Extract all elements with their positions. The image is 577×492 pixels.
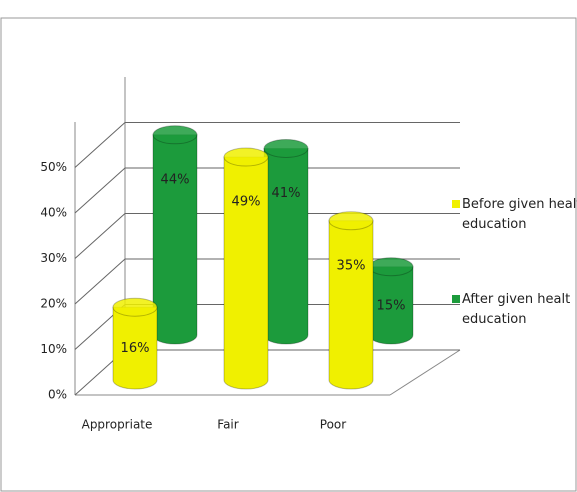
x-tick-label: Poor [320, 418, 346, 432]
cylinder-top [112, 297, 158, 317]
cylinder-top [368, 257, 414, 277]
legend-label: After given healt education [462, 292, 571, 327]
y-tick-label: 0% [48, 388, 67, 402]
value-label: 41% [272, 186, 301, 201]
floor [389, 349, 461, 396]
cylinder [112, 306, 158, 390]
legend-swatch [452, 200, 460, 208]
cylinder-top [263, 138, 309, 158]
legend-entry: Before given healt education [452, 195, 577, 235]
value-label: 44% [161, 172, 190, 187]
value-label: 15% [377, 298, 406, 313]
cylinder-top [152, 125, 198, 145]
cylinder-top [223, 147, 269, 167]
y-tick-label: 30% [40, 251, 67, 265]
y-tick-label: 10% [40, 342, 67, 356]
cylinder-top [328, 211, 374, 231]
legend-entry: After given healt education [452, 290, 577, 330]
cylinder [263, 147, 309, 345]
value-label: 16% [121, 341, 150, 356]
value-label: 35% [337, 258, 366, 273]
y-tick-label: 20% [40, 297, 67, 311]
legend-label: Before given healt education [462, 197, 577, 232]
legend-swatch [452, 295, 460, 303]
cylinder [328, 220, 374, 390]
grid-line [74, 167, 460, 214]
x-tick-label: Fair [217, 418, 238, 432]
grid-line [74, 122, 460, 168]
y-tick-label: 40% [40, 206, 67, 220]
cylinder [223, 156, 269, 390]
cylinder [152, 134, 198, 345]
x-tick-label: Appropriate [82, 418, 153, 432]
value-label: 49% [232, 195, 261, 210]
y-tick-label: 50% [40, 160, 67, 174]
